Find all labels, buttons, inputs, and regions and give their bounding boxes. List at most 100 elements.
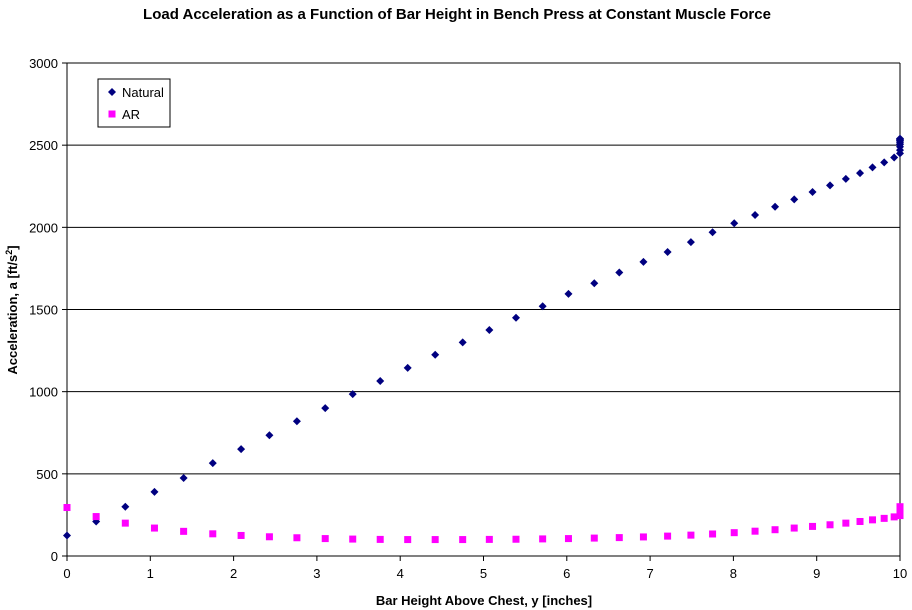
- point-ar-10: [349, 535, 357, 543]
- point-ar-6: [237, 531, 245, 539]
- point-ar-1: [92, 513, 100, 521]
- point-natural-23: [686, 238, 695, 247]
- y-axis-label: Acceleration, a [ft/s2]: [4, 245, 20, 374]
- point-ar-7: [265, 533, 273, 541]
- x-tick-label-2: 2: [230, 566, 237, 581]
- point-natural-9: [321, 404, 330, 413]
- y-tick-label-3000: 3000: [29, 56, 58, 71]
- gridlines: [67, 62, 900, 475]
- legend-marker-natural: [108, 88, 116, 96]
- point-ar-4: [180, 527, 188, 535]
- point-natural-25: [730, 219, 739, 228]
- point-natural-3: [150, 487, 159, 496]
- data-points: [63, 134, 904, 544]
- x-tick-label-6: 6: [563, 566, 570, 581]
- x-tick-label-5: 5: [480, 566, 487, 581]
- point-ar-19: [590, 534, 598, 542]
- point-natural-35: [890, 153, 899, 162]
- legend: Natural AR: [97, 78, 171, 128]
- point-natural-17: [538, 302, 547, 311]
- legend-box: [97, 78, 171, 128]
- point-ar-3: [150, 524, 158, 532]
- point-ar-31: [842, 519, 850, 527]
- point-natural-5: [208, 459, 217, 468]
- point-natural-12: [403, 363, 412, 372]
- point-natural-33: [868, 163, 877, 172]
- point-natural-32: [856, 169, 865, 178]
- legend-label-ar: AR: [122, 107, 140, 122]
- y-tick-label-0: 0: [51, 549, 58, 564]
- point-ar-24: [709, 530, 717, 538]
- y-axis-label-close: ]: [5, 245, 20, 249]
- point-natural-34: [880, 158, 889, 167]
- point-natural-28: [790, 195, 799, 204]
- point-ar-18: [564, 535, 572, 543]
- y-axis-label-main: Acceleration, a [ft/s: [5, 255, 20, 375]
- point-natural-4: [179, 473, 188, 482]
- y-tick-label-1000: 1000: [29, 385, 58, 400]
- point-natural-16: [511, 313, 520, 322]
- point-ar-14: [459, 536, 467, 544]
- point-ar-16: [512, 535, 520, 543]
- x-tick-label-10: 10: [893, 566, 907, 581]
- y-tick-label-1500: 1500: [29, 303, 58, 318]
- x-axis-label: Bar Height Above Chest, y [inches]: [376, 593, 592, 608]
- series-ar: [63, 503, 904, 544]
- y-tick-label-2500: 2500: [29, 138, 58, 153]
- point-natural-45: [896, 134, 904, 143]
- point-ar-26: [751, 527, 759, 535]
- point-ar-12: [404, 536, 412, 544]
- y-axis-label-sup: 2: [4, 250, 14, 255]
- x-tick-label-9: 9: [813, 566, 820, 581]
- point-ar-45: [896, 503, 904, 511]
- point-ar-17: [539, 535, 547, 543]
- point-natural-0: [63, 531, 71, 540]
- point-ar-34: [880, 514, 888, 522]
- y-tick-label-500: 500: [36, 467, 58, 482]
- point-natural-26: [751, 211, 760, 220]
- point-ar-25: [730, 529, 738, 537]
- legend-label-natural: Natural: [122, 85, 164, 100]
- point-natural-13: [431, 350, 440, 359]
- x-tick-label-0: 0: [63, 566, 70, 581]
- point-ar-32: [856, 517, 864, 525]
- point-natural-15: [485, 326, 494, 335]
- point-ar-23: [687, 531, 695, 539]
- point-natural-30: [826, 181, 835, 190]
- point-ar-35: [890, 513, 898, 521]
- point-ar-2: [121, 519, 129, 527]
- point-ar-8: [293, 534, 301, 542]
- point-ar-20: [615, 534, 623, 542]
- point-natural-29: [808, 188, 817, 197]
- point-natural-2: [121, 502, 130, 511]
- point-ar-15: [485, 535, 493, 543]
- point-ar-5: [209, 530, 217, 538]
- point-ar-27: [771, 526, 779, 534]
- series-natural: [63, 134, 904, 540]
- point-ar-28: [790, 524, 798, 532]
- point-natural-6: [237, 445, 246, 454]
- x-tick-label-8: 8: [730, 566, 737, 581]
- point-natural-19: [590, 279, 599, 288]
- point-ar-21: [639, 533, 647, 541]
- x-tick-label-7: 7: [646, 566, 653, 581]
- point-natural-24: [708, 228, 717, 237]
- point-natural-8: [292, 417, 301, 426]
- point-ar-33: [869, 516, 877, 524]
- point-ar-13: [431, 536, 439, 544]
- point-natural-27: [771, 202, 780, 211]
- point-ar-22: [664, 532, 672, 540]
- x-tick-label-4: 4: [397, 566, 404, 581]
- point-ar-29: [809, 522, 817, 530]
- point-ar-11: [376, 535, 384, 543]
- point-natural-10: [348, 390, 357, 399]
- point-ar-0: [63, 504, 71, 512]
- point-natural-18: [564, 289, 573, 298]
- legend-marker-ar: [108, 110, 116, 118]
- point-natural-22: [663, 247, 672, 256]
- chart-title: Load Acceleration as a Function of Bar H…: [143, 6, 771, 23]
- point-ar-9: [321, 535, 329, 543]
- x-tick-label-3: 3: [313, 566, 320, 581]
- x-tick-label-1: 1: [147, 566, 154, 581]
